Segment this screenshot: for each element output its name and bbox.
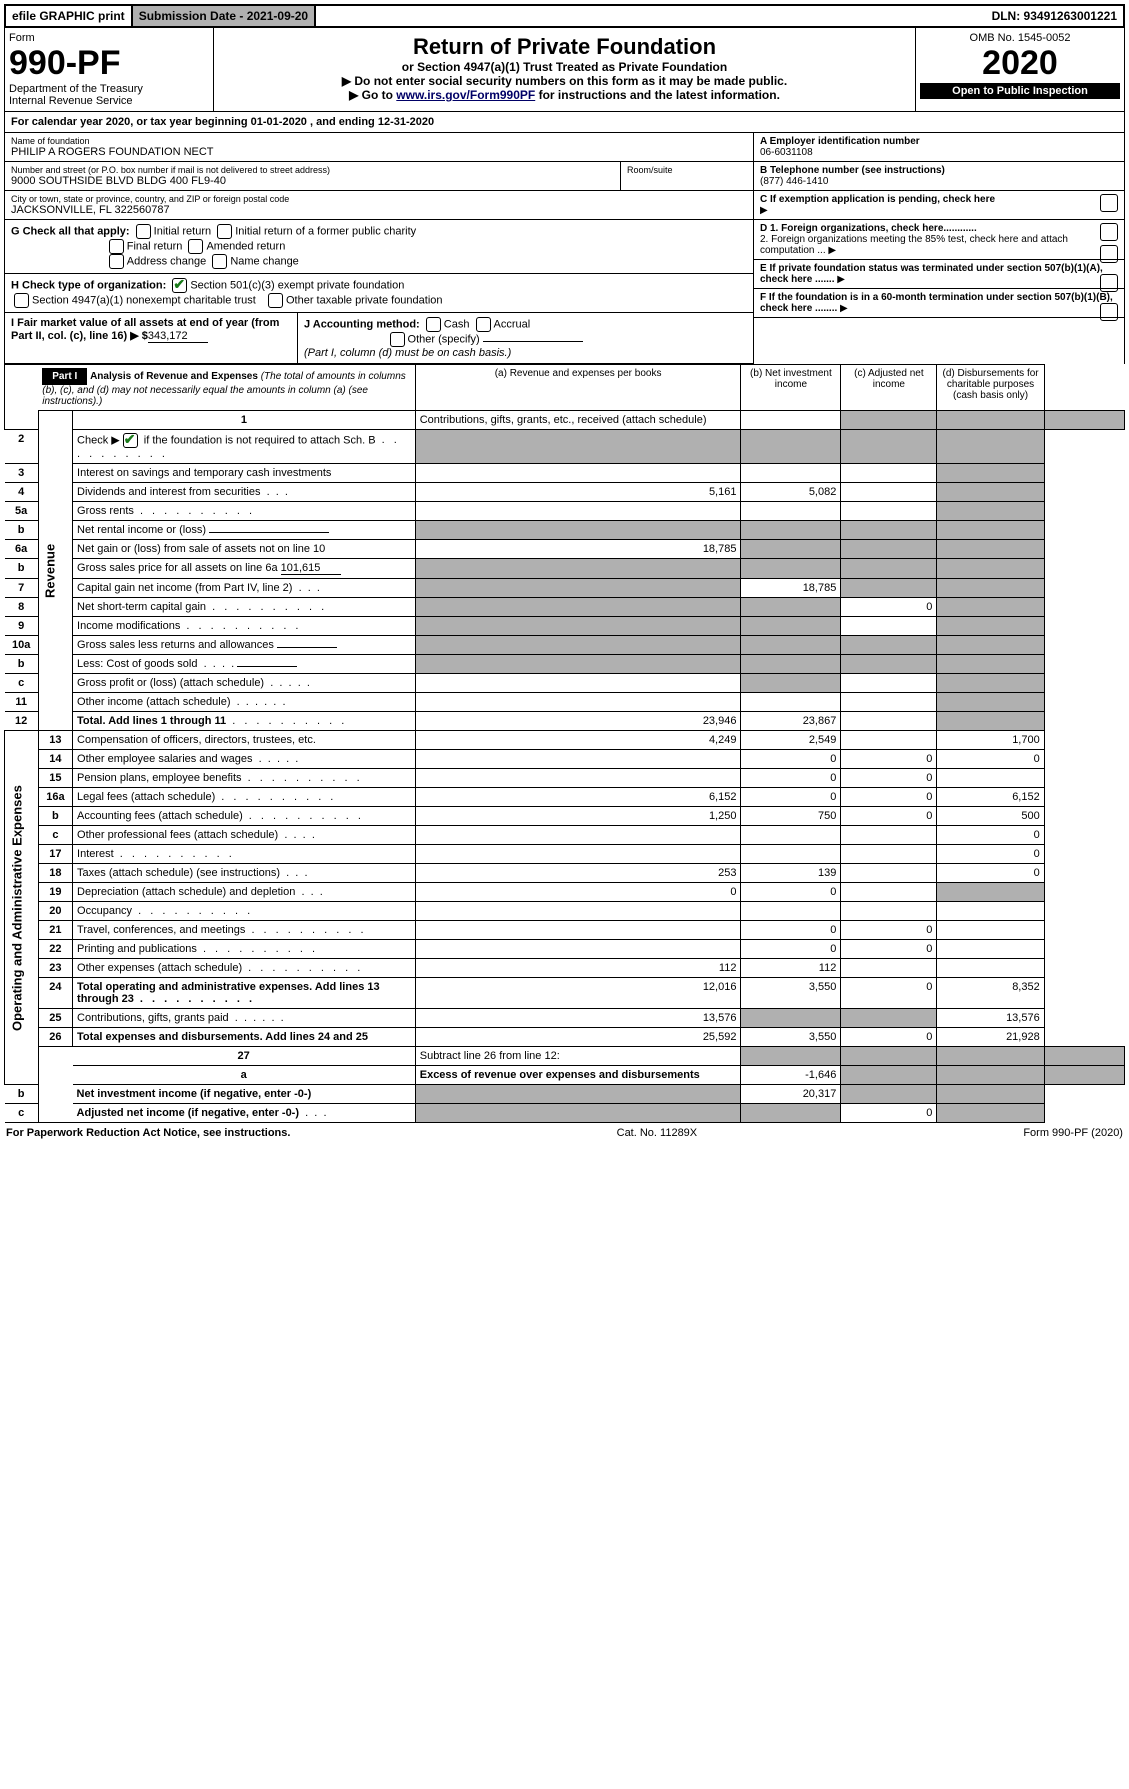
amended-checkbox[interactable]	[188, 239, 203, 254]
f-checkbox[interactable]	[1100, 303, 1118, 321]
room-label: Room/suite	[627, 165, 747, 175]
other-taxable-checkbox[interactable]	[268, 293, 283, 308]
addr-label: Number and street (or P.O. box number if…	[11, 165, 614, 175]
paperwork-notice: For Paperwork Reduction Act Notice, see …	[6, 1127, 290, 1139]
form-header: Form 990-PF Department of the Treasury I…	[4, 28, 1125, 112]
501c3-checkbox[interactable]	[172, 278, 187, 293]
form-title: Return of Private Foundation	[220, 34, 909, 60]
ssn-note: ▶ Do not enter social security numbers o…	[220, 74, 909, 88]
col-b-header: (b) Net investment income	[741, 365, 841, 411]
submission-date: Submission Date - 2021-09-20	[133, 6, 316, 26]
schb-checkbox[interactable]	[123, 433, 138, 448]
form-number: 990-PF	[9, 44, 209, 83]
ein-label: A Employer identification number	[760, 136, 1118, 147]
part1-badge: Part I	[42, 368, 87, 385]
link-note: ▶ Go to www.irs.gov/Form990PF for instru…	[220, 88, 909, 102]
form-footer: Form 990-PF (2020)	[1023, 1127, 1123, 1139]
cat-no: Cat. No. 11289X	[617, 1127, 698, 1139]
address-change-checkbox[interactable]	[109, 254, 124, 269]
tel-label: B Telephone number (see instructions)	[760, 165, 1118, 176]
open-public-badge: Open to Public Inspection	[920, 83, 1120, 99]
omb: OMB No. 1545-0052	[920, 32, 1120, 44]
section-d: D 1. Foreign organizations, check here..…	[754, 220, 1124, 260]
section-e: E If private foundation status was termi…	[754, 260, 1124, 289]
section-j: J Accounting method: Cash Accrual Other …	[298, 313, 753, 363]
foundation-name: PHILIP A ROGERS FOUNDATION NECT	[11, 146, 747, 158]
other-method-checkbox[interactable]	[390, 332, 405, 347]
form-label: Form	[9, 32, 209, 44]
entity-info: Name of foundation PHILIP A ROGERS FOUND…	[4, 133, 1125, 364]
initial-public-checkbox[interactable]	[217, 224, 232, 239]
d2-checkbox[interactable]	[1100, 245, 1118, 263]
street-address: 9000 SOUTHSIDE BLVD BLDG 400 FL9-40	[11, 175, 614, 187]
col-a-header: (a) Revenue and expenses per books	[415, 365, 741, 411]
accrual-checkbox[interactable]	[476, 317, 491, 332]
col-c-header: (c) Adjusted net income	[841, 365, 937, 411]
section-c: C If exemption application is pending, c…	[754, 191, 1124, 220]
part1-title: Analysis of Revenue and Expenses	[90, 371, 258, 382]
expenses-side-label: Operating and Administrative Expenses	[5, 731, 39, 1085]
name-change-checkbox[interactable]	[212, 254, 227, 269]
calendar-year-row: For calendar year 2020, or tax year begi…	[4, 112, 1125, 133]
col-d-header: (d) Disbursements for charitable purpose…	[937, 365, 1044, 411]
tel-value: (877) 446-1410	[760, 176, 1118, 187]
initial-return-checkbox[interactable]	[136, 224, 151, 239]
page-footer: For Paperwork Reduction Act Notice, see …	[4, 1123, 1125, 1143]
4947-checkbox[interactable]	[14, 293, 29, 308]
efile-print-button[interactable]: efile GRAPHIC print	[6, 6, 133, 26]
final-return-checkbox[interactable]	[109, 239, 124, 254]
top-bar: efile GRAPHIC print Submission Date - 20…	[4, 4, 1125, 28]
part1-table: Part I Analysis of Revenue and Expenses …	[4, 364, 1125, 1123]
d1-checkbox[interactable]	[1100, 223, 1118, 241]
dept-label: Department of the Treasury	[9, 83, 209, 95]
section-i: I Fair market value of all assets at end…	[5, 313, 298, 363]
section-f: F If the foundation is in a 60-month ter…	[754, 289, 1124, 318]
section-h: H Check type of organization: Section 50…	[5, 274, 753, 313]
name-label: Name of foundation	[11, 136, 747, 146]
fmv-value: 343,172	[148, 330, 208, 343]
c-checkbox[interactable]	[1100, 194, 1118, 212]
irs-label: Internal Revenue Service	[9, 95, 209, 107]
tax-year: 2020	[920, 44, 1120, 83]
cash-checkbox[interactable]	[426, 317, 441, 332]
revenue-side-label: Revenue	[38, 411, 72, 731]
form-subtitle: or Section 4947(a)(1) Trust Treated as P…	[220, 60, 909, 74]
ein-value: 06-6031108	[760, 147, 1118, 158]
e-checkbox[interactable]	[1100, 274, 1118, 292]
section-g: G Check all that apply: Initial return I…	[5, 220, 753, 274]
city-label: City or town, state or province, country…	[11, 194, 747, 204]
irs-link[interactable]: www.irs.gov/Form990PF	[396, 88, 535, 102]
city-state-zip: JACKSONVILLE, FL 322560787	[11, 204, 747, 216]
dln: DLN: 93491263001221	[986, 6, 1123, 26]
